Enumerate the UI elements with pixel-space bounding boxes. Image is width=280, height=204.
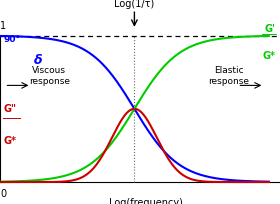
Text: 0: 0	[0, 188, 6, 198]
Text: G': G'	[265, 24, 276, 33]
Text: G*: G*	[3, 135, 16, 145]
Text: G*: G*	[263, 51, 276, 61]
Text: 90°: 90°	[3, 35, 20, 44]
Text: 1: 1	[0, 21, 6, 31]
Text: Elastic
response: Elastic response	[208, 66, 249, 86]
Text: Viscous
response: Viscous response	[29, 66, 70, 86]
Text: δ: δ	[34, 54, 42, 67]
Text: G": G"	[3, 104, 16, 114]
Text: Log(1/τ): Log(1/τ)	[114, 0, 155, 9]
Text: Log(frequency): Log(frequency)	[109, 197, 183, 204]
